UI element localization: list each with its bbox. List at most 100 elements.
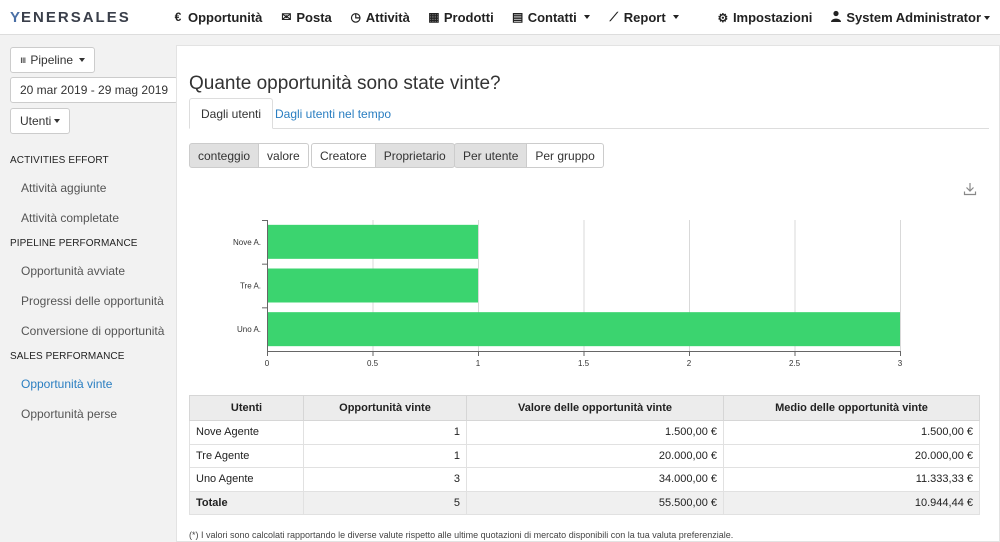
cell-average: 1.500,00 € — [723, 420, 980, 445]
box-icon: ▦ — [428, 10, 440, 24]
toggle-per-utente[interactable]: Per utente — [454, 143, 528, 168]
column-header: Opportunità vinte — [303, 395, 467, 421]
nav-label: Contatti — [527, 9, 577, 25]
chevron-down-icon — [984, 15, 990, 20]
nav-attivita[interactable]: ◷ Attività — [350, 10, 410, 25]
user-icon — [830, 10, 842, 25]
x-tick-label: 1 — [476, 359, 481, 368]
cell-user: Tre Agente — [189, 443, 304, 468]
sidebar-link-attivita-aggiunte[interactable]: Attività aggiunte — [21, 181, 107, 195]
report-panel: Quante opportunità sono state vinte? Dag… — [176, 45, 1000, 542]
bar — [268, 312, 900, 347]
chevron-down-icon — [79, 58, 86, 62]
sidebar: ııı Pipeline 20 mar 2019 - 29 mag 2019 U… — [0, 36, 179, 542]
table-total-row: Totale 5 55.500,00 € 10.944,44 € — [189, 490, 980, 515]
x-tick-label: 1.5 — [578, 359, 590, 368]
report-tabs: Dagli utenti Dagli utenti nel tempo — [189, 98, 989, 129]
grouping-toggle: Per utente Per gruppo — [454, 143, 604, 168]
cell-count: 1 — [303, 443, 467, 468]
nav-label: Prodotti — [443, 9, 494, 25]
wins-by-user-chart: 0 0.5 1 1.5 2 2.5 3 Nove A. Tre A. Uno A. — [189, 216, 979, 416]
section-heading-activities: ACTIVITIES EFFORT — [10, 155, 109, 166]
cell-count: 1 — [303, 420, 467, 445]
date-range-picker[interactable]: 20 mar 2019 - 29 mag 2019 — [10, 77, 179, 103]
nav-label: Opportunità — [188, 9, 263, 25]
sidebar-link-progressi[interactable]: Progressi delle opportunità — [21, 294, 164, 308]
table-row: Uno Agente 3 34.000,00 € 11.333,33 € — [189, 467, 980, 492]
user-name: System Administrator — [846, 10, 981, 25]
toggle-per-gruppo[interactable]: Per gruppo — [526, 143, 604, 168]
tab-dagli-utenti[interactable]: Dagli utenti — [189, 98, 274, 129]
users-dropdown[interactable]: Utenti — [10, 108, 71, 134]
bar-chart-svg: 0 0.5 1 1.5 2 2.5 3 Nove A. Tre A. Uno A. — [233, 220, 903, 368]
sidebar-link-opportunita-avviate[interactable]: Opportunità avviate — [21, 264, 126, 278]
nav-posta[interactable]: ✉ Posta — [280, 10, 331, 25]
toggle-creatore[interactable]: Creatore — [311, 143, 376, 168]
user-menu[interactable]: System Administrator — [830, 10, 990, 25]
sidebar-link-attivita-completate[interactable]: Attività completate — [21, 211, 120, 225]
cell-average: 20.000,00 € — [723, 443, 980, 468]
cell-count: 3 — [303, 467, 467, 492]
nav-report[interactable]: ⟋ Report — [608, 10, 679, 25]
envelope-icon: ✉ — [281, 10, 292, 24]
x-tick-label: 2.5 — [789, 359, 801, 368]
address-book-icon: ▤ — [512, 10, 524, 24]
cell-total-count: 5 — [303, 490, 467, 515]
logo-mark: Y — [10, 8, 21, 26]
cell-total-average: 10.944,44 € — [723, 490, 980, 515]
date-range-label: 20 mar 2019 - 29 mag 2019 — [20, 83, 169, 97]
gear-icon: ⚙ — [717, 10, 729, 25]
nav-label: Posta — [296, 9, 332, 25]
toggle-proprietario[interactable]: Proprietario — [374, 143, 455, 168]
x-tick-label: 2 — [687, 359, 692, 368]
y-tick-label: Tre A. — [240, 282, 261, 291]
logo[interactable]: Y ENERSALES — [10, 9, 160, 26]
cell-average: 11.333,33 € — [723, 467, 980, 492]
toggle-valore[interactable]: valore — [258, 143, 309, 168]
column-header: Medio delle opportunità vinte — [723, 395, 980, 421]
column-header: Utenti — [189, 395, 304, 421]
top-navbar: Y ENERSALES € Opportunità ✉ Posta ◷ Atti… — [0, 0, 1000, 35]
sidebar-link-opportunita-perse[interactable]: Opportunità perse — [21, 407, 118, 421]
euro-icon: € — [174, 10, 182, 24]
cell-total-value: 55.500,00 € — [466, 490, 724, 515]
nav-label: Report — [623, 9, 666, 25]
section-heading-pipeline: PIPELINE PERFORMANCE — [10, 238, 138, 249]
y-tick-label: Uno A. — [237, 325, 261, 334]
cell-user: Nove Agente — [189, 420, 304, 445]
currency-footnote: (*) I valori sono calcolati rapportando … — [189, 530, 734, 540]
table-header-row: Utenti Opportunità vinte Valore delle op… — [189, 395, 980, 421]
bar — [268, 224, 478, 259]
x-tick-label: 0.5 — [367, 359, 379, 368]
nav-impostazioni[interactable]: ⚙ Impostazioni — [717, 10, 813, 25]
cell-value: 1.500,00 € — [466, 420, 724, 445]
cell-total-label: Totale — [189, 490, 304, 515]
nav-contatti[interactable]: ▤ Contatti — [512, 10, 590, 25]
table-row: Tre Agente 1 20.000,00 € 20.000,00 € — [189, 443, 980, 468]
download-icon[interactable] — [963, 182, 977, 196]
cell-value: 20.000,00 € — [466, 443, 724, 468]
nav-opportunita[interactable]: € Opportunità — [172, 9, 263, 25]
nav-right: ⚙ Impostazioni System Administrator — [705, 0, 990, 35]
wins-table: Utenti Opportunità vinte Valore delle op… — [189, 395, 980, 515]
nav-label: Attività — [365, 9, 410, 25]
nav-label: Impostazioni — [732, 10, 813, 25]
users-label: Utenti — [20, 114, 52, 128]
chevron-down-icon — [672, 15, 679, 19]
nav-prodotti[interactable]: ▦ Prodotti — [428, 10, 494, 25]
chevron-down-icon — [583, 15, 590, 19]
metric-toggle: conteggio valore — [189, 143, 309, 168]
sidebar-link-opportunita-vinte[interactable]: Opportunità vinte — [21, 377, 113, 391]
x-tick-label: 3 — [898, 359, 903, 368]
pipeline-dropdown[interactable]: ııı Pipeline — [10, 47, 96, 73]
pipeline-label: Pipeline — [30, 53, 74, 67]
pipeline-icon: ııı — [20, 54, 26, 66]
x-tick-label: 0 — [265, 359, 270, 368]
toggle-conteggio[interactable]: conteggio — [189, 143, 260, 168]
bar — [268, 268, 478, 303]
tab-dagli-utenti-nel-tempo[interactable]: Dagli utenti nel tempo — [275, 106, 392, 121]
column-header: Valore delle opportunità vinte — [466, 395, 724, 421]
sidebar-link-conversione[interactable]: Conversione di opportunità — [21, 324, 165, 338]
chevron-down-icon — [54, 119, 61, 123]
y-tick-label: Nove A. — [233, 238, 261, 247]
